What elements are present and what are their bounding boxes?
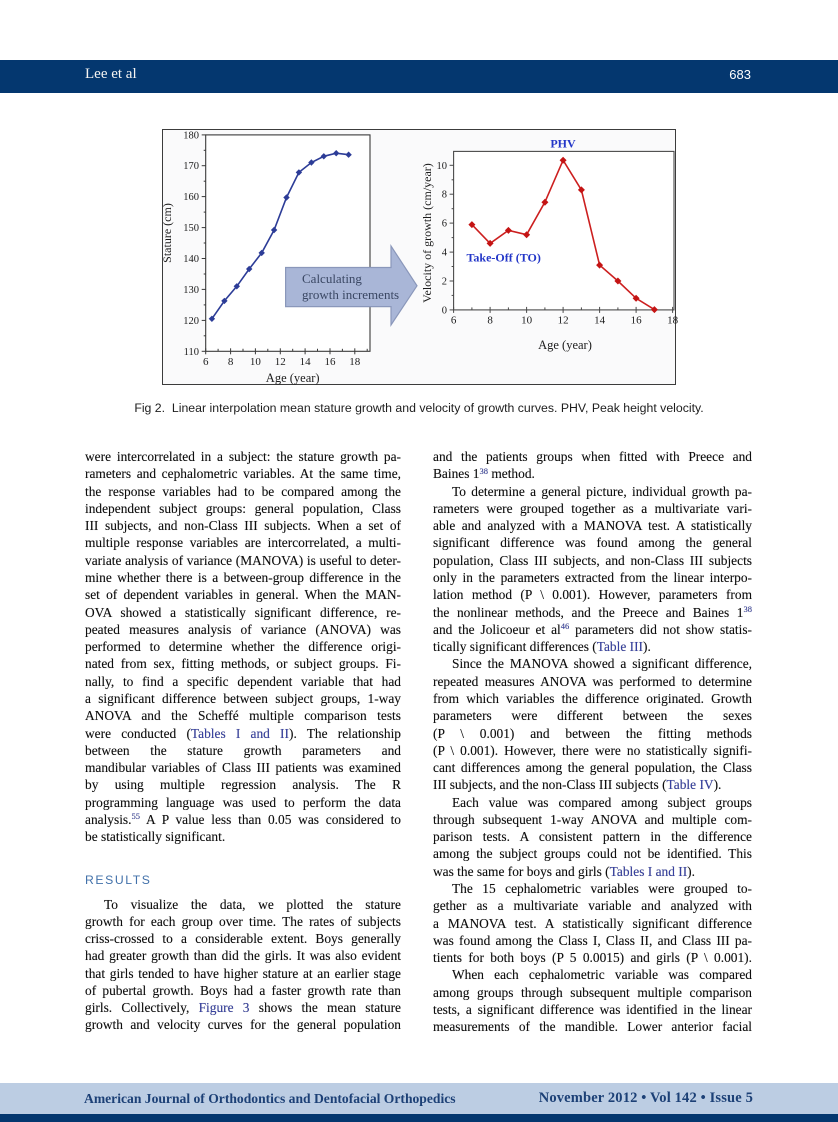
svg-text:8: 8: [487, 315, 493, 327]
svg-text:Calculating: Calculating: [302, 271, 362, 286]
svg-text:120: 120: [183, 316, 199, 327]
svg-text:14: 14: [300, 356, 312, 368]
svg-text:8: 8: [442, 190, 447, 201]
svg-text:growth increments: growth increments: [302, 287, 399, 302]
svg-text:180: 180: [183, 130, 199, 141]
svg-text:150: 150: [183, 223, 199, 234]
svg-text:Age (year): Age (year): [266, 371, 320, 385]
svg-text:PHV: PHV: [550, 137, 576, 151]
svg-text:10: 10: [250, 356, 262, 368]
svg-text:8: 8: [228, 356, 234, 368]
svg-text:10: 10: [521, 315, 533, 327]
svg-text:160: 160: [183, 192, 199, 203]
svg-text:6: 6: [442, 219, 447, 230]
svg-text:14: 14: [594, 315, 606, 327]
svg-text:16: 16: [631, 315, 643, 327]
svg-text:10: 10: [437, 161, 448, 172]
svg-text:110: 110: [184, 347, 199, 358]
svg-text:170: 170: [183, 161, 199, 172]
svg-text:Take-Off (TO): Take-Off (TO): [467, 251, 541, 265]
svg-text:18: 18: [349, 356, 361, 368]
svg-text:Velocity of growth (cm/year): Velocity of growth (cm/year): [420, 163, 434, 303]
svg-text:4: 4: [442, 248, 448, 259]
svg-text:2: 2: [442, 277, 447, 288]
svg-text:18: 18: [667, 315, 679, 327]
svg-text:12: 12: [275, 356, 286, 368]
svg-text:16: 16: [325, 356, 337, 368]
svg-text:140: 140: [183, 254, 199, 265]
svg-text:0: 0: [442, 305, 447, 316]
svg-text:12: 12: [558, 315, 569, 327]
svg-text:6: 6: [203, 356, 209, 368]
svg-text:Age (year): Age (year): [538, 338, 592, 352]
svg-text:Stature (cm): Stature (cm): [160, 203, 174, 263]
svg-text:130: 130: [183, 285, 199, 296]
svg-text:6: 6: [451, 315, 457, 327]
